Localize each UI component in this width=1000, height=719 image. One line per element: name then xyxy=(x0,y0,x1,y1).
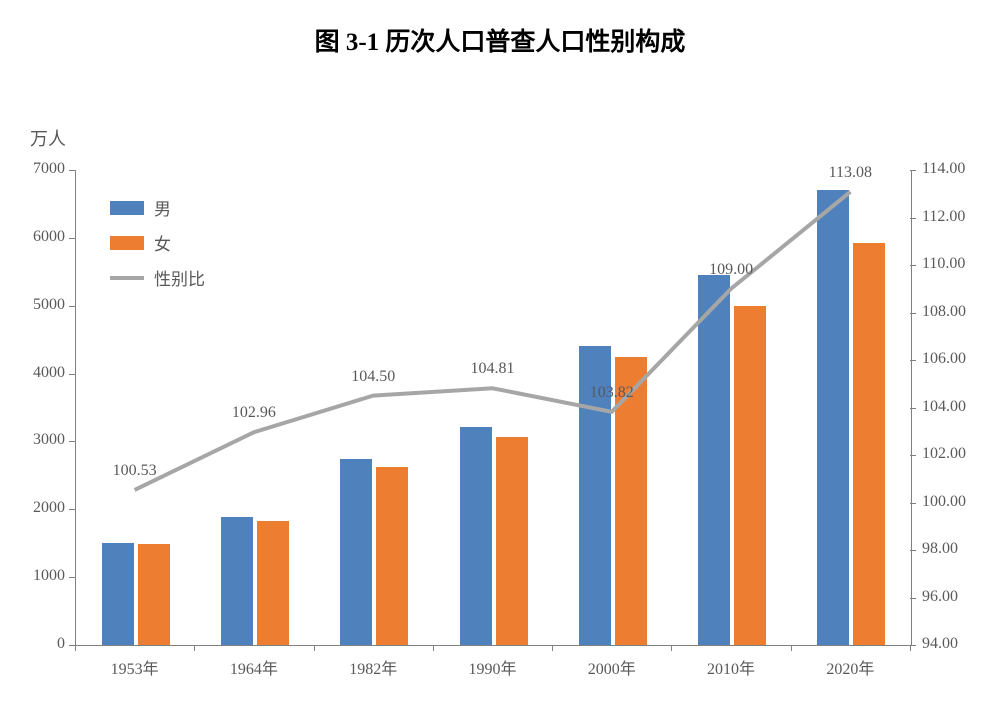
ratio-data-label: 104.81 xyxy=(453,360,533,378)
right-axis-tick-label: 102.00 xyxy=(922,445,966,463)
left-axis-tick-label: 4000 xyxy=(33,364,65,382)
ratio-data-label: 103.82 xyxy=(572,384,652,402)
right-axis-tick xyxy=(910,265,916,266)
right-axis-tick xyxy=(910,408,916,409)
right-axis-tick-label: 94.00 xyxy=(922,635,958,653)
right-axis-tick xyxy=(910,550,916,551)
x-axis-tick xyxy=(791,645,792,651)
legend-swatch xyxy=(110,236,144,250)
legend-label: 性别比 xyxy=(154,265,205,290)
legend-label: 女 xyxy=(154,230,171,255)
chart-page: 图 3-1 历次人口普查人口性别构成 万人 男女性别比 0 1000 2000 300… xyxy=(0,0,1000,719)
left-axis-tick-label: 5000 xyxy=(33,296,65,314)
right-axis-tick xyxy=(910,360,916,361)
x-axis-tick xyxy=(433,645,434,651)
right-axis-tick-label: 110.00 xyxy=(922,255,965,273)
x-axis-category-label: 1982年 xyxy=(323,655,423,679)
x-axis-tick xyxy=(75,645,76,651)
right-axis-tick xyxy=(910,313,916,314)
left-axis-tick xyxy=(69,238,75,239)
left-axis-tick-label: 1000 xyxy=(33,567,65,585)
bar-male xyxy=(102,543,134,645)
bar-female xyxy=(376,467,408,645)
left-axis-tick-label: 2000 xyxy=(33,499,65,517)
legend-label: 男 xyxy=(154,195,171,220)
bar-female xyxy=(138,544,170,645)
right-axis-tick-label: 114.00 xyxy=(922,160,965,178)
ratio-data-label: 113.08 xyxy=(810,164,890,182)
chart-title: 图 3-1 历次人口普查人口性别构成 xyxy=(0,22,1000,58)
ratio-data-label: 104.50 xyxy=(333,368,413,386)
x-axis-category-label: 1990年 xyxy=(443,655,543,679)
bar-male xyxy=(698,275,730,645)
left-axis-tick xyxy=(69,170,75,171)
x-axis-category-label: 1953年 xyxy=(85,655,185,679)
right-axis-tick xyxy=(910,598,916,599)
right-axis-tick-label: 108.00 xyxy=(922,303,966,321)
ratio-data-label: 102.96 xyxy=(214,404,294,422)
legend-swatch xyxy=(110,201,144,215)
bar-female xyxy=(496,437,528,645)
right-axis-tick-label: 100.00 xyxy=(922,493,966,511)
left-axis-unit-label: 万人 xyxy=(30,125,66,151)
right-axis-tick-label: 104.00 xyxy=(922,398,966,416)
bar-female xyxy=(257,521,289,645)
x-axis-category-label: 2020年 xyxy=(800,655,900,679)
x-axis-tick xyxy=(671,645,672,651)
right-axis-tick-label: 98.00 xyxy=(922,540,958,558)
right-axis-tick-label: 112.00 xyxy=(922,208,965,226)
right-axis-tick xyxy=(910,218,916,219)
x-axis-tick xyxy=(314,645,315,651)
bar-male xyxy=(817,190,849,645)
left-axis-tick xyxy=(69,577,75,578)
legend-item: 女 xyxy=(110,230,205,255)
right-axis-tick-label: 96.00 xyxy=(922,588,958,606)
ratio-data-label: 100.53 xyxy=(95,462,175,480)
x-axis-tick xyxy=(910,645,911,651)
bar-female xyxy=(853,243,885,645)
right-axis-tick-label: 106.00 xyxy=(922,350,966,368)
bar-female xyxy=(734,306,766,645)
legend-item: 性别比 xyxy=(110,265,205,290)
left-axis-tick-label: 6000 xyxy=(33,228,65,246)
left-axis-tick-label: 3000 xyxy=(33,431,65,449)
x-axis-tick xyxy=(552,645,553,651)
legend-line-icon xyxy=(110,276,144,280)
x-axis-category-label: 2010年 xyxy=(681,655,781,679)
legend-item: 男 xyxy=(110,195,205,220)
x-axis-category-label: 2000年 xyxy=(562,655,662,679)
x-axis-tick xyxy=(194,645,195,651)
right-axis-tick xyxy=(910,503,916,504)
right-axis-tick xyxy=(910,455,916,456)
bar-male xyxy=(460,427,492,646)
x-axis-category-label: 1964年 xyxy=(204,655,304,679)
left-axis-tick-label: 0 xyxy=(57,635,65,653)
legend: 男女性别比 xyxy=(110,195,205,300)
left-axis-tick-label: 7000 xyxy=(33,160,65,178)
left-axis-tick xyxy=(69,509,75,510)
ratio-data-label: 109.00 xyxy=(691,261,771,279)
left-axis-tick xyxy=(69,306,75,307)
left-axis-tick xyxy=(69,374,75,375)
right-axis-tick xyxy=(910,170,916,171)
left-axis-tick xyxy=(69,441,75,442)
bar-male xyxy=(221,517,253,645)
bar-male xyxy=(340,459,372,645)
